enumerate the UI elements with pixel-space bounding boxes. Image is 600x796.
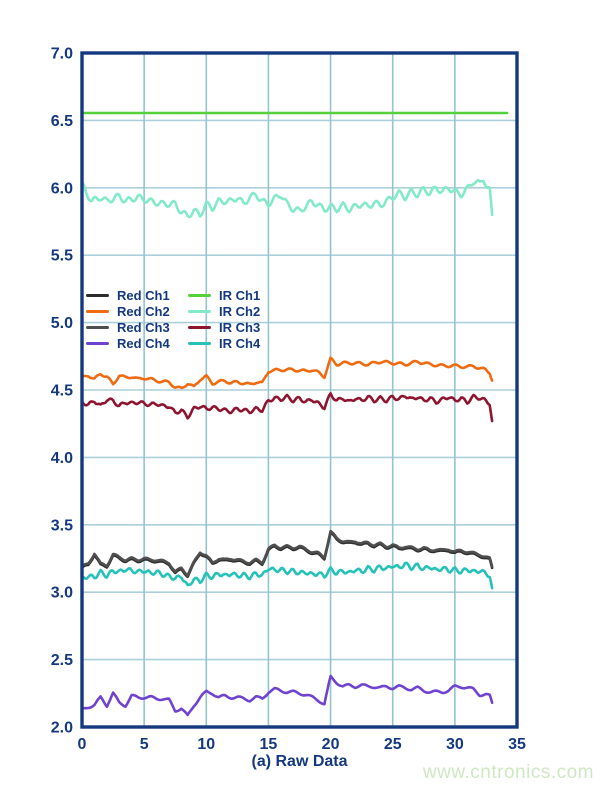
legend-swatch-icon bbox=[86, 293, 109, 297]
y-tick-label: 4.5 bbox=[51, 383, 73, 400]
watermark: www.cntronics.com bbox=[422, 762, 594, 783]
legend-label: Red Ch4 bbox=[117, 335, 170, 351]
legend-swatch-icon bbox=[188, 293, 211, 297]
y-tick-label: 6.5 bbox=[51, 113, 73, 130]
legend-item-red-ch1: Red Ch1 bbox=[86, 287, 188, 303]
x-tick-label: 20 bbox=[322, 736, 340, 753]
legend-column-0: Red Ch1 Red Ch2 Red Ch3 Red Ch4 bbox=[86, 287, 188, 351]
series-line-red-ch3 bbox=[80, 529, 494, 577]
legend-swatch-icon bbox=[188, 341, 211, 345]
series-line-red-ch4 bbox=[80, 674, 494, 717]
y-tick-label: 5.0 bbox=[51, 315, 73, 332]
legend-item-ir-ch1: IR Ch1 bbox=[188, 287, 260, 303]
legend-label: Red Ch1 bbox=[117, 287, 170, 303]
legend-column-1: IR Ch1 IR Ch2 IR Ch3 IR Ch4 bbox=[188, 287, 260, 351]
y-tick-label: 2.5 bbox=[51, 652, 73, 669]
legend-item-red-ch3: Red Ch3 bbox=[86, 319, 188, 335]
legend-item-ir-ch3: IR Ch3 bbox=[188, 319, 260, 335]
x-tick-label: 25 bbox=[384, 736, 402, 753]
legend-item-ir-ch2: IR Ch2 bbox=[188, 303, 260, 319]
x-tick-label: 0 bbox=[78, 736, 87, 753]
grid-lines bbox=[82, 53, 517, 727]
y-axis-tick-labels: 7.0 6.5 6.0 5.5 5.0 4.5 4.0 3.5 3.0 2.5 2.0 bbox=[51, 46, 73, 737]
x-tick-label: 30 bbox=[446, 736, 464, 753]
y-tick-label: 4.0 bbox=[51, 450, 73, 467]
x-axis-tick-labels: 0 5 10 15 20 25 30 35 bbox=[78, 736, 526, 753]
x-tick-label: 10 bbox=[197, 736, 215, 753]
chart-legend: Red Ch1 Red Ch2 Red Ch3 Red Ch4 IR Ch1 IR Ch2… bbox=[86, 287, 260, 351]
series-line-red-ch2 bbox=[80, 356, 494, 390]
x-axis-caption: (a) Raw Data bbox=[251, 753, 348, 770]
legend-label: IR Ch2 bbox=[219, 303, 261, 319]
legend-swatch-icon bbox=[188, 325, 211, 329]
plot-border bbox=[80, 51, 519, 729]
legend-label: Red Ch2 bbox=[117, 303, 170, 319]
legend-swatch-icon bbox=[86, 309, 109, 313]
y-tick-label: 3.5 bbox=[51, 517, 73, 534]
legend-label: IR Ch1 bbox=[219, 287, 261, 303]
series-line-ir-ch3 bbox=[80, 392, 494, 423]
x-tick-label: 15 bbox=[260, 736, 278, 753]
legend-label: IR Ch3 bbox=[219, 319, 261, 335]
legend-label: IR Ch4 bbox=[219, 335, 261, 351]
y-tick-label: 5.5 bbox=[51, 248, 73, 265]
legend-swatch-icon bbox=[86, 325, 109, 329]
y-tick-label: 6.0 bbox=[51, 180, 73, 197]
series-line-ir-ch4 bbox=[80, 561, 494, 590]
x-tick-label: 5 bbox=[140, 736, 149, 753]
legend-item-red-ch4: Red Ch4 bbox=[86, 335, 188, 351]
legend-label: Red Ch3 bbox=[117, 319, 170, 335]
y-tick-label: 3.0 bbox=[51, 585, 73, 602]
legend-swatch-icon bbox=[86, 341, 109, 345]
legend-swatch-icon bbox=[188, 309, 211, 313]
series-line-ir-ch2 bbox=[80, 178, 494, 219]
legend-item-ir-ch4: IR Ch4 bbox=[188, 335, 260, 351]
y-tick-label: 7.0 bbox=[51, 46, 73, 63]
plot-area bbox=[80, 111, 509, 717]
x-tick-label: 35 bbox=[508, 736, 526, 753]
axis-frame bbox=[80, 51, 519, 729]
legend-item-red-ch2: Red Ch2 bbox=[86, 303, 188, 319]
y-tick-label: 2.0 bbox=[51, 720, 73, 737]
